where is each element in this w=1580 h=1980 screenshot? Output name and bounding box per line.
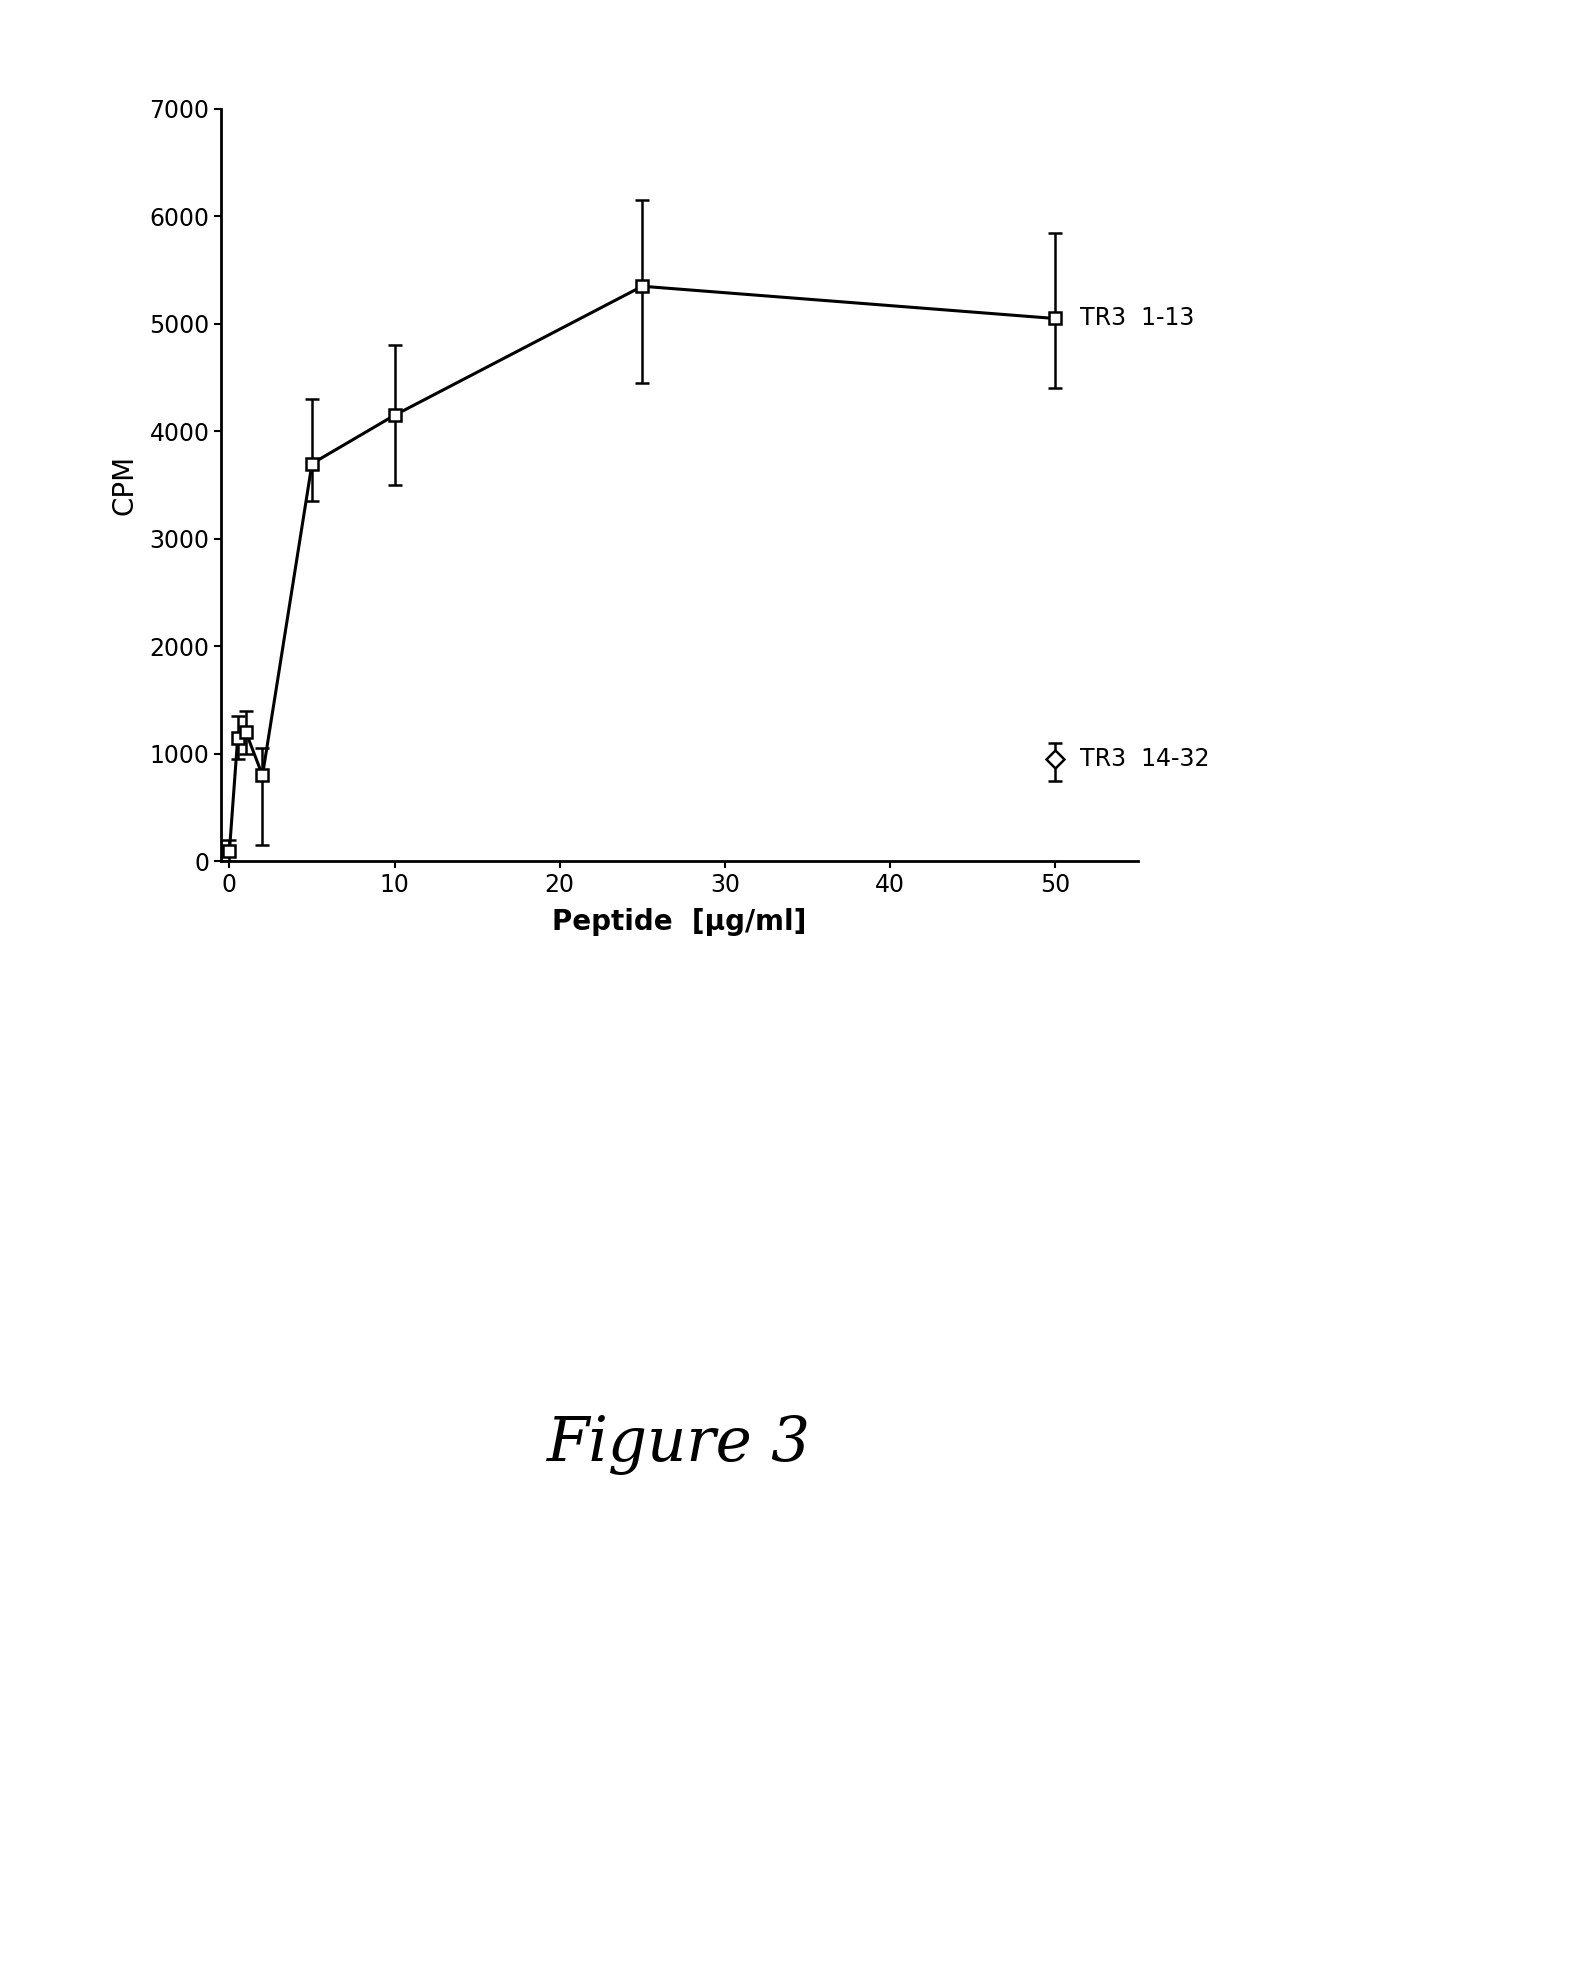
X-axis label: Peptide  [μg/ml]: Peptide [μg/ml]	[553, 909, 806, 937]
Text: Figure 3: Figure 3	[547, 1416, 812, 1475]
Text: TR3  1-13: TR3 1-13	[1079, 307, 1194, 331]
Y-axis label: CPM: CPM	[111, 455, 137, 515]
Text: TR3  14-32: TR3 14-32	[1079, 746, 1209, 770]
